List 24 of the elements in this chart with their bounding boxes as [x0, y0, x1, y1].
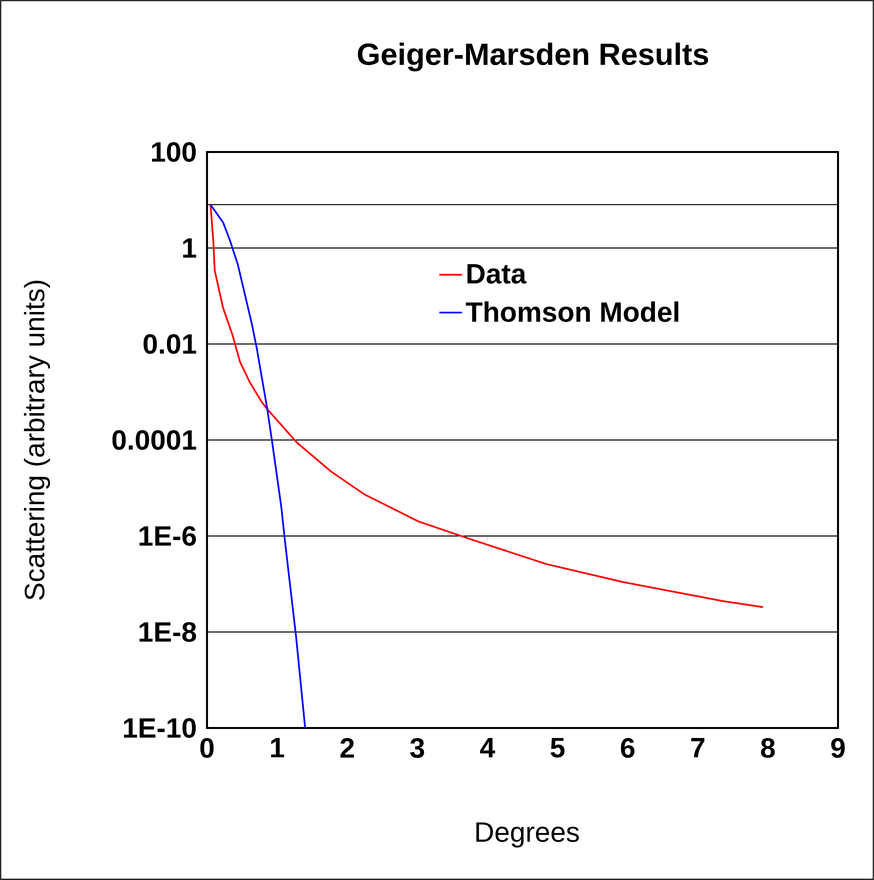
x-tick-label: 3 — [410, 738, 424, 758]
x-tick-label: 2 — [340, 738, 354, 758]
y-tick-label: 100 — [152, 142, 196, 162]
legend-label: Data — [467, 264, 526, 284]
x-tick-label: 8 — [760, 738, 775, 758]
x-tick-label: 9 — [831, 738, 845, 758]
x-tick-label: 5 — [550, 738, 565, 758]
y-tick-label: 1E-8 — [140, 622, 196, 642]
y-tick-label: 1 — [183, 238, 196, 258]
x-tick-label: 4 — [480, 738, 496, 758]
line-series — [210, 204, 306, 728]
legend-label: Thomson Model — [466, 301, 678, 322]
y-tick-label: 0.01 — [144, 334, 196, 354]
x-tick-label: 6 — [620, 738, 634, 758]
line-series — [210, 204, 764, 608]
y-axis-title: Scattering (arbitrary units) — [24, 280, 50, 600]
x-tick-label: 7 — [691, 738, 704, 758]
chart-title: Geiger-Marsden Results — [358, 42, 708, 72]
y-tick-label: 0.0001 — [112, 430, 196, 450]
y-tick-label: 1E-10 — [124, 718, 196, 738]
x-tick-label: 1 — [271, 738, 284, 758]
x-tick-label: 0 — [200, 738, 214, 758]
y-tick-label: 1E-6 — [140, 526, 196, 546]
x-axis-title: Degrees — [476, 822, 579, 848]
